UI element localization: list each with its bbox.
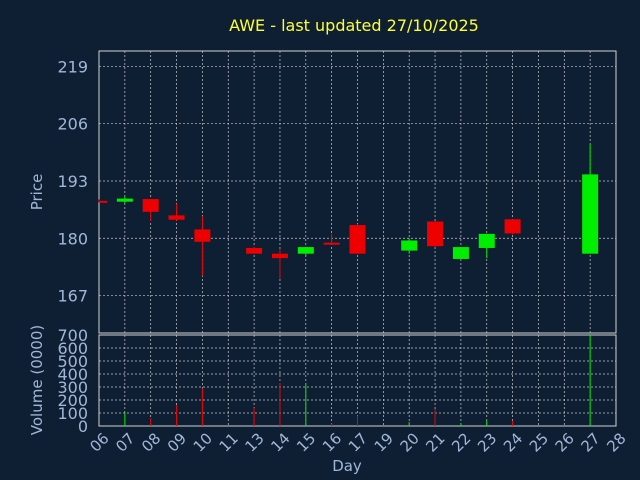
price-tick-label: 219: [57, 57, 88, 76]
day-tick-label: 20: [397, 429, 423, 455]
day-tick-label: 15: [293, 429, 319, 455]
volume-tick-label: 0: [78, 417, 88, 436]
day-tick-label: 14: [267, 429, 293, 455]
day-tick-label: 17: [345, 429, 371, 455]
candle-body: [349, 225, 366, 254]
day-tick-label: 24: [500, 429, 526, 455]
day-tick-label: 13: [241, 429, 267, 455]
day-tick-label: 27: [577, 429, 603, 455]
candle-body: [323, 242, 340, 245]
day-tick-label: 07: [112, 429, 138, 455]
price-axis-label: Price: [28, 174, 46, 211]
candle-body: [246, 247, 263, 254]
candle-body: [452, 247, 469, 259]
candle-body: [297, 247, 314, 254]
x-axis-label: Day: [332, 457, 362, 475]
volume-axis-label: Volume (0000): [28, 325, 46, 435]
day-tick-label: 10: [190, 429, 216, 455]
day-tick-label: 06: [86, 429, 112, 455]
price-tick-label: 206: [57, 115, 88, 134]
volume-tick-label: 300: [57, 378, 88, 397]
day-tick-label: 26: [552, 429, 578, 455]
day-tick-label: 11: [216, 429, 242, 455]
day-tick-label: 19: [371, 429, 397, 455]
volume-tick-label: 700: [57, 326, 88, 345]
day-tick-label: 25: [526, 429, 552, 455]
day-tick-label: 22: [448, 429, 474, 455]
day-tick-label: 16: [319, 429, 345, 455]
day-tick-label: 23: [474, 429, 500, 455]
price-panel-frame: [98, 50, 617, 334]
candle-body: [401, 240, 418, 251]
day-tick-label: 09: [164, 429, 190, 455]
volume-tick-label: 100: [57, 404, 88, 423]
candle-body: [504, 219, 521, 234]
candle-body: [271, 253, 288, 259]
candle-body: [582, 174, 599, 254]
candle-body: [142, 199, 159, 212]
candle-body: [194, 229, 211, 242]
candle-body: [168, 215, 185, 220]
volume-tick-label: 600: [57, 339, 88, 358]
price-tick-label: 193: [57, 172, 88, 191]
day-tick-label: 21: [422, 429, 448, 455]
candle-body: [478, 233, 495, 248]
chart-title: AWE - last updated 27/10/2025: [229, 16, 479, 35]
candle-body: [99, 200, 107, 203]
price-tick-label: 180: [57, 229, 88, 248]
price-tick-label: 167: [57, 287, 88, 306]
candle-body: [116, 198, 133, 202]
volume-tick-label: 400: [57, 365, 88, 384]
candle-body: [427, 221, 444, 247]
day-tick-label: 28: [603, 429, 629, 455]
volume-tick-label: 500: [57, 352, 88, 371]
volume-tick-label: 200: [57, 391, 88, 410]
day-tick-label: 08: [138, 429, 164, 455]
